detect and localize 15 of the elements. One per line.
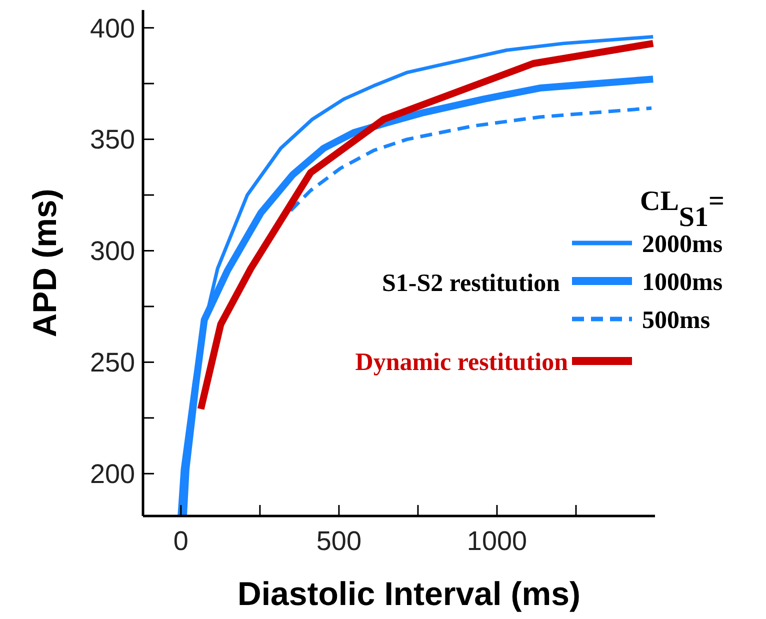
x-tick-label: 0 (173, 526, 188, 556)
x-axis-title: Diastolic Interval (ms) (238, 575, 580, 612)
legend-label: 2000ms (642, 230, 723, 258)
text: Dynamic restitution (355, 348, 568, 376)
y-tick-label: 400 (90, 13, 135, 44)
x-tick-label: 1000 (466, 526, 528, 556)
y-tick-label: 200 (90, 459, 135, 490)
y-tick-label: 250 (90, 348, 135, 378)
y-axis-title: APD (ms) (26, 188, 63, 338)
legend-label: 1000ms (642, 268, 723, 296)
legend-label: 500ms (642, 306, 710, 334)
y-tick-label: 350 (90, 124, 135, 155)
y-tick-label: 300 (90, 236, 135, 266)
x-tick-label: 500 (316, 526, 362, 556)
annotation: S1-S2 restitution (382, 270, 560, 297)
